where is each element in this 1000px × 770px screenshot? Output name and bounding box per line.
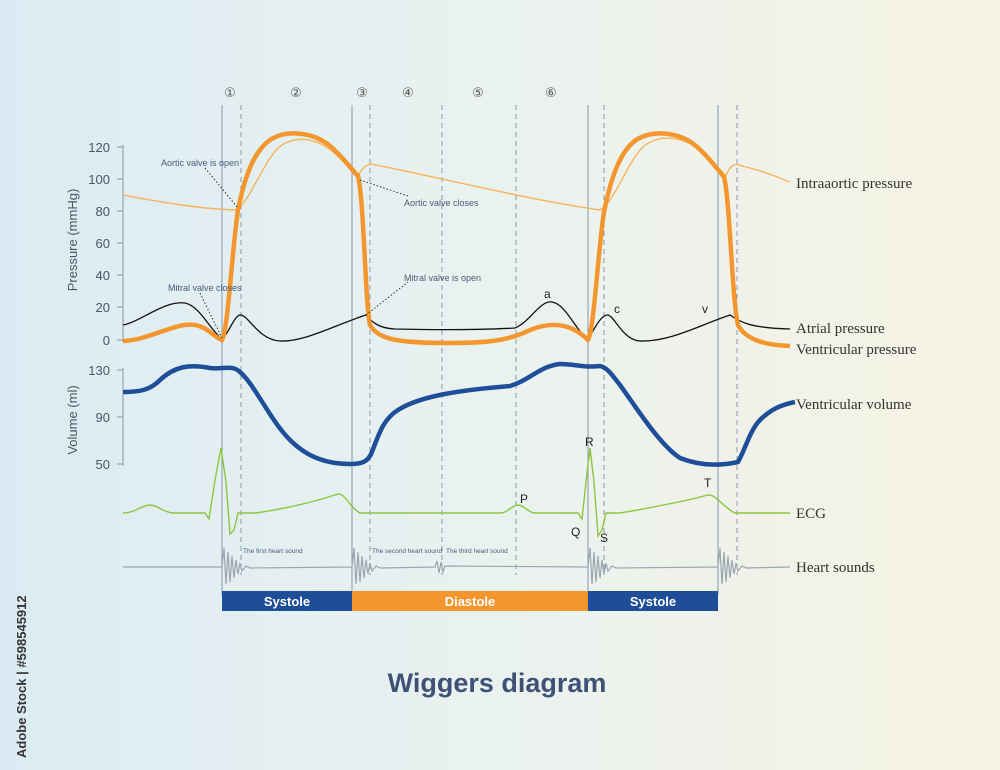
pressure-tick: 100 xyxy=(88,172,110,187)
annotation-leaders xyxy=(199,167,409,339)
systole-segment xyxy=(222,591,352,611)
pressure-axis-title: Pressure (mmHg) xyxy=(65,189,80,292)
diagram-title: Wiggers diagram xyxy=(388,668,607,698)
pressure-tick: 0 xyxy=(103,333,110,348)
ecg-wave-q: Q xyxy=(571,525,580,539)
pressure-axis: 0 20 40 60 80 100 120 Pressure (mmHg) xyxy=(65,140,124,348)
systole-segment xyxy=(588,591,718,611)
volume-axis: 130 90 50 Volume (ml) xyxy=(65,363,124,472)
annotation-mitral-closes: Mitral valve closes xyxy=(168,283,242,293)
pressure-tick: 60 xyxy=(96,236,110,251)
phase-number-2: ② xyxy=(290,86,302,101)
pressure-tick: 20 xyxy=(96,300,110,315)
label-ventricular-volume: Ventricular volume xyxy=(796,397,912,413)
ecg-wave-s: S xyxy=(600,531,608,545)
side-credit: Adobe Stock | #598545912 xyxy=(14,595,29,758)
diastole-segment xyxy=(352,591,588,611)
atrial-wave-a: a xyxy=(544,287,551,301)
annotation-aortic-open: Aortic valve is open xyxy=(161,158,239,168)
phase-dividers xyxy=(240,105,738,575)
phase-number-3: ③ xyxy=(356,86,368,101)
annotation-mitral-open: Mitral valve is open xyxy=(404,273,481,283)
ecg-wave-t: T xyxy=(704,476,712,490)
annotation-third-sound: The third heart sound xyxy=(446,548,508,555)
phase-numbers: ① ② ③ ④ ⑤ ⑥ xyxy=(224,86,557,101)
label-intraaortic-pressure: Intraaortic pressure xyxy=(796,176,913,192)
volume-axis-title: Volume (ml) xyxy=(65,385,80,454)
ecg-wave-p: P xyxy=(520,492,528,506)
label-atrial-pressure: Atrial pressure xyxy=(796,321,885,337)
atrial-wave-c: c xyxy=(614,302,620,316)
phase-number-6: ⑥ xyxy=(545,86,557,101)
phase-number-1: ① xyxy=(224,86,236,101)
systole-label: Systole xyxy=(264,594,310,609)
label-ecg: ECG xyxy=(796,506,826,522)
ventricular-volume-curve xyxy=(122,361,796,467)
label-ventricular-pressure: Ventricular pressure xyxy=(796,342,917,358)
volume-tick: 130 xyxy=(88,363,110,378)
phase-boundaries xyxy=(221,105,719,595)
volume-tick: 90 xyxy=(96,410,110,425)
pressure-tick: 40 xyxy=(96,268,110,283)
cardiac-cycle-bar: Systole Diastole Systole xyxy=(222,591,718,611)
systole-label: Systole xyxy=(630,594,676,609)
heart-sounds-curve xyxy=(123,547,791,585)
annotation-aortic-closes: Aortic valve closes xyxy=(404,198,479,208)
annotation-second-sound: The second heart sound xyxy=(372,548,442,555)
ecg-curve xyxy=(122,447,790,539)
phase-number-4: ④ xyxy=(402,86,414,101)
volume-tick: 50 xyxy=(96,457,110,472)
label-heart-sounds: Heart sounds xyxy=(796,560,875,576)
ecg-wave-r: R xyxy=(585,435,594,449)
diastole-label: Diastole xyxy=(445,594,496,609)
pressure-tick: 80 xyxy=(96,204,110,219)
phase-number-5: ⑤ xyxy=(472,86,484,101)
ventricular-pressure-curve xyxy=(122,131,791,349)
pressure-tick: 120 xyxy=(88,140,110,155)
annotation-first-sound: The first heart sound xyxy=(243,548,303,555)
atrial-wave-v: v xyxy=(702,302,708,316)
